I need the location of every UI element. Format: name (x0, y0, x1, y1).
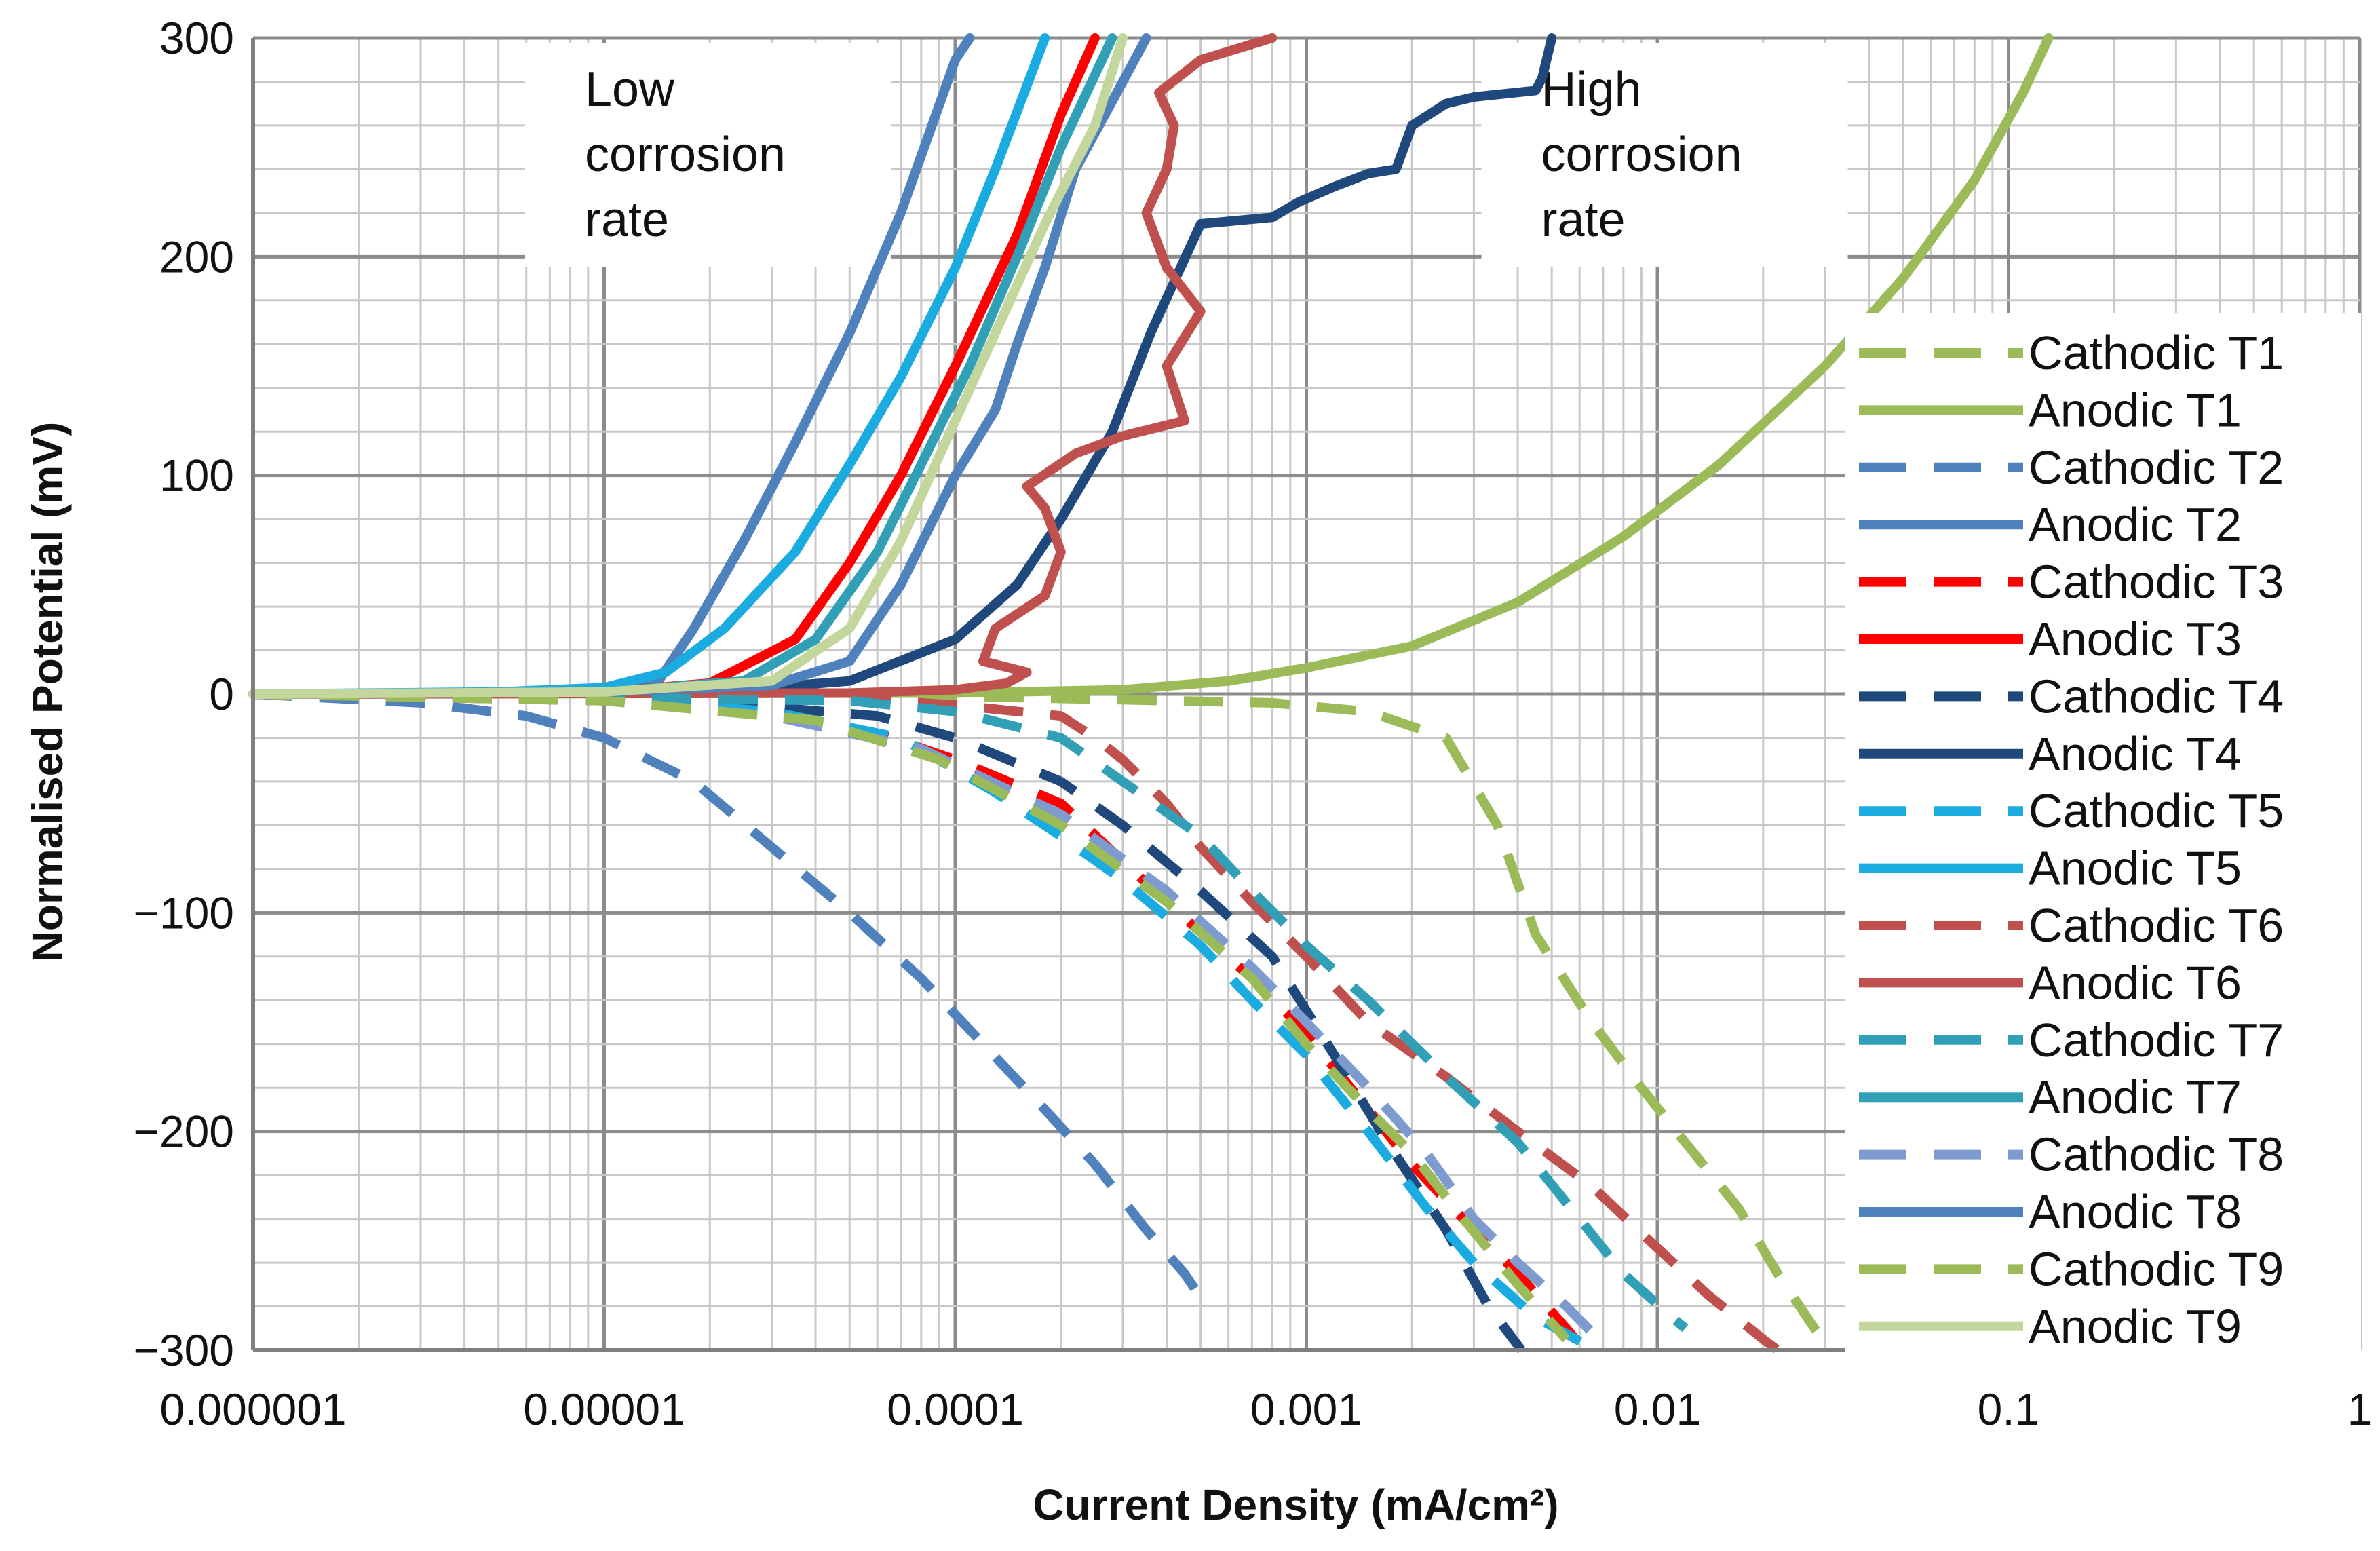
legend-label: Anodic T3 (2029, 613, 2242, 666)
y-tick-label: −200 (133, 1107, 234, 1157)
y-tick-label: 300 (159, 13, 234, 63)
legend-label: Cathodic T7 (2029, 1014, 2284, 1067)
legend-label: Anodic T1 (2029, 383, 2242, 436)
x-tick-label: 0.000001 (159, 1384, 346, 1434)
x-tick-label: 0.00001 (523, 1384, 685, 1434)
annotations: Low corrosion rate High corrosion rate (524, 43, 1848, 267)
legend-label: Cathodic T9 (2029, 1242, 2284, 1295)
annotation-text: High (1541, 62, 1642, 117)
series-line (248, 33, 1278, 699)
legend-label: Cathodic T5 (2029, 784, 2284, 837)
y-tick-label: 0 (209, 669, 234, 719)
legend-label: Cathodic T6 (2029, 899, 2284, 952)
legend-entry: Anodic T5 (1859, 842, 2242, 895)
x-tick-label: 0.001 (1250, 1384, 1362, 1434)
legend-entry: Cathodic T1 (1859, 326, 2284, 379)
y-tick-label: −300 (133, 1325, 234, 1375)
annotation-background (524, 43, 891, 267)
legend-entry: Cathodic T2 (1859, 441, 2284, 494)
series-line (252, 689, 1526, 1354)
annotation-text: corrosion (585, 128, 786, 182)
series-line (248, 33, 1128, 699)
annotation-box: Low corrosion rate (524, 43, 891, 267)
legend-entry: Anodic T6 (1859, 956, 2242, 1009)
legend-entry: Anodic T8 (1859, 1185, 2242, 1238)
legend-entry: Anodic T7 (1859, 1071, 2242, 1124)
series-line (252, 689, 1689, 1333)
legend-entry: Cathodic T6 (1859, 899, 2284, 952)
legend-entry: Anodic T2 (1859, 498, 2242, 551)
series-line (252, 689, 1570, 1343)
legend-label: Anodic T9 (2029, 1300, 2242, 1353)
legend-entry: Cathodic T7 (1859, 1014, 2284, 1067)
annotation-text: Low (585, 62, 675, 117)
y-tick-label: 200 (159, 231, 234, 282)
legend-label: Anodic T4 (2029, 727, 2242, 780)
legend-entry: Cathodic T3 (1859, 556, 2284, 609)
legend-entry: Anodic T4 (1859, 727, 2242, 780)
legend-entry: Anodic T1 (1859, 383, 2242, 436)
legend-label: Cathodic T8 (2029, 1128, 2284, 1181)
x-tick-label: 1 (2347, 1384, 2373, 1434)
series-line (252, 689, 1211, 1309)
y-tick-label: 100 (159, 451, 234, 501)
y-tick-label: −100 (133, 887, 234, 938)
legend-entry: Cathodic T5 (1859, 784, 2284, 837)
legend-label: Cathodic T2 (2029, 441, 2284, 494)
annotation-text: rate (585, 193, 669, 247)
legend-label: Anodic T2 (2029, 498, 2242, 551)
annotation-text: corrosion (1541, 128, 1742, 182)
series-line (248, 33, 1557, 699)
series-lines (248, 33, 2054, 1355)
legend-label: Anodic T6 (2029, 956, 2242, 1009)
annotation-text: rate (1541, 193, 1626, 247)
legend-label: Cathodic T1 (2029, 326, 2284, 379)
x-axis-title: Current Density (mA/cm²) (1033, 1480, 1558, 1529)
legend-entry: Anodic T9 (1859, 1300, 2242, 1353)
legend-background (1845, 313, 2361, 1372)
legend-label: Cathodic T4 (2029, 670, 2284, 723)
legend-label: Anodic T7 (2029, 1071, 2242, 1124)
legend-label: Anodic T5 (2029, 842, 2242, 895)
series-line (252, 689, 1835, 1354)
y-axis-title: Normalised Potential (mV) (23, 422, 72, 963)
legend-entry: Cathodic T4 (1859, 670, 2284, 723)
legend-entry: Cathodic T9 (1859, 1242, 2284, 1295)
series-line (252, 689, 1781, 1354)
legend-label: Anodic T8 (2029, 1185, 2242, 1238)
legend-entry: Anodic T3 (1859, 613, 2242, 666)
x-tick-label: 0.01 (1614, 1384, 1701, 1434)
x-tick-label: 0.0001 (887, 1384, 1024, 1434)
series-line (248, 33, 2054, 699)
axes: 0.000001 0.00001 0.0001 0.001 0.01 0.1 1 300 200… (133, 13, 2372, 1434)
legend-entry: Cathodic T8 (1859, 1128, 2284, 1181)
annotation-box: High corrosion rate (1481, 43, 1848, 267)
legend-label: Cathodic T3 (2029, 556, 2284, 609)
x-tick-label: 0.1 (1978, 1384, 2040, 1434)
